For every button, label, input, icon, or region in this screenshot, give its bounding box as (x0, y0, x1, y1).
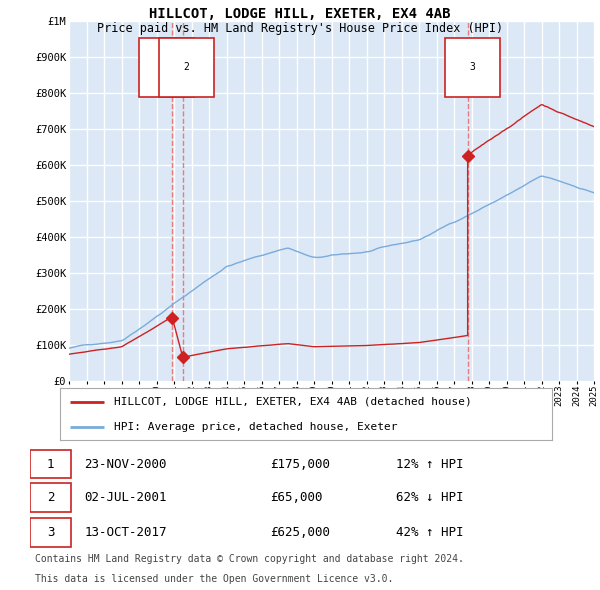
FancyBboxPatch shape (30, 518, 71, 546)
Text: HILLCOT, LODGE HILL, EXETER, EX4 4AB (detached house): HILLCOT, LODGE HILL, EXETER, EX4 4AB (de… (114, 396, 472, 407)
Text: 13-OCT-2017: 13-OCT-2017 (85, 526, 167, 539)
Text: HILLCOT, LODGE HILL, EXETER, EX4 4AB: HILLCOT, LODGE HILL, EXETER, EX4 4AB (149, 7, 451, 21)
FancyBboxPatch shape (30, 450, 71, 478)
Text: 02-JUL-2001: 02-JUL-2001 (85, 490, 167, 504)
Text: 42% ↑ HPI: 42% ↑ HPI (396, 526, 463, 539)
Text: £65,000: £65,000 (270, 490, 323, 504)
Text: Contains HM Land Registry data © Crown copyright and database right 2024.: Contains HM Land Registry data © Crown c… (35, 555, 464, 565)
Text: 2: 2 (47, 490, 54, 504)
Text: 3: 3 (469, 63, 475, 73)
Text: 12% ↑ HPI: 12% ↑ HPI (396, 457, 463, 471)
Text: HPI: Average price, detached house, Exeter: HPI: Average price, detached house, Exet… (114, 422, 398, 431)
Text: 2: 2 (184, 63, 190, 73)
Text: £625,000: £625,000 (270, 526, 330, 539)
Text: Price paid vs. HM Land Registry's House Price Index (HPI): Price paid vs. HM Land Registry's House … (97, 22, 503, 35)
Text: £175,000: £175,000 (270, 457, 330, 471)
Text: 23-NOV-2000: 23-NOV-2000 (85, 457, 167, 471)
Text: 1: 1 (164, 63, 170, 73)
Text: 3: 3 (47, 526, 54, 539)
FancyBboxPatch shape (30, 483, 71, 512)
Text: This data is licensed under the Open Government Licence v3.0.: This data is licensed under the Open Gov… (35, 573, 394, 584)
Text: 1: 1 (47, 457, 54, 471)
Text: 62% ↓ HPI: 62% ↓ HPI (396, 490, 463, 504)
